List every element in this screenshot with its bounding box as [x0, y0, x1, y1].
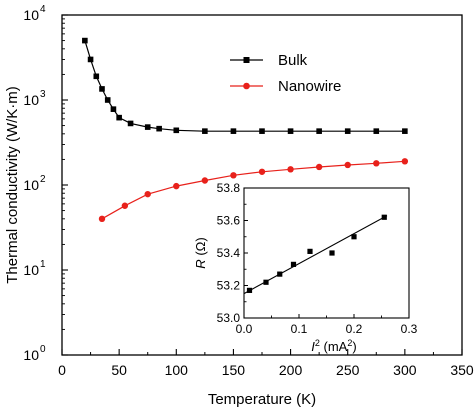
inset-x-axis-title: I2 (mA2)	[311, 338, 356, 354]
data-point-bulk	[93, 73, 100, 80]
x-tick-label: 0	[58, 362, 66, 378]
inset-x-unit-open: (mA	[320, 339, 348, 354]
data-point-nanowire	[401, 158, 409, 165]
inset-data-point	[307, 248, 313, 254]
legend-marker-bulk	[243, 57, 250, 63]
inset-data-point	[381, 214, 387, 220]
inset-chart: 0.0 0.1 0.2 0.353.053.253.453.653.8 I2 (mA2…	[193, 181, 418, 354]
x-tick-label: 300	[393, 362, 417, 378]
y-tick-label: 10	[23, 177, 39, 193]
data-point-bulk	[287, 128, 294, 134]
y-tick-label: 10	[23, 262, 39, 278]
data-point-bulk	[127, 120, 134, 127]
inset-data-layer	[243, 214, 388, 295]
inset-y-tick-label: 53.4	[217, 246, 241, 260]
x-tick-label: 50	[111, 362, 127, 378]
inset-y-axis-title: R (Ω)	[193, 237, 208, 268]
x-tick-label: 350	[450, 362, 474, 378]
data-point-bulk	[87, 56, 94, 63]
inset-y-unit: (Ω)	[193, 237, 208, 259]
data-point-bulk	[82, 37, 88, 44]
data-point-nanowire	[258, 168, 266, 175]
data-point-bulk	[173, 127, 180, 134]
y-tick-label: 10	[23, 92, 39, 108]
main-axis-ticks	[61, 14, 463, 356]
inset-x-var: I	[311, 339, 315, 354]
data-point-nanowire	[315, 163, 323, 171]
y-tick-exponent: 0	[40, 344, 46, 355]
legend-label-nanowire: Nanowire	[278, 78, 341, 95]
data-point-nanowire	[98, 215, 106, 223]
data-point-bulk	[373, 128, 380, 134]
series-line-nanowire	[101, 160, 405, 220]
data-point-bulk	[110, 106, 117, 112]
data-point-bulk	[99, 86, 105, 92]
x-tick-label: 250	[336, 362, 360, 378]
y-tick-label: 10	[23, 7, 39, 23]
data-point-nanowire	[144, 190, 151, 198]
inset-y-var: R	[193, 259, 208, 268]
data-point-bulk	[316, 128, 322, 134]
data-point-nanowire	[230, 172, 237, 179]
legend-marker-nanowire	[243, 82, 250, 90]
data-point-nanowire	[201, 177, 209, 184]
inset-data-point	[329, 250, 335, 256]
inset-data-point	[246, 287, 253, 293]
inset-x-unit-close: )	[352, 339, 356, 354]
inset-x-tick-label: 0.2	[346, 322, 363, 336]
inset-x-tick-label: 0.3	[401, 322, 418, 336]
inset-tick-labels: 0.0 0.1 0.2 0.3 53.0 53.2 53.4 53.6 53.8	[217, 181, 418, 336]
data-point-nanowire	[173, 182, 180, 190]
x-axis-title: Temperature (K)	[208, 391, 316, 408]
data-point-nanowire	[121, 202, 129, 209]
y-tick-exponent: 4	[40, 4, 46, 15]
inset-plot-frame	[243, 187, 410, 319]
y-axis-title: Thermal conductivity (W/K·m)	[4, 86, 21, 284]
inset-x-var-exp: 2	[315, 338, 320, 348]
y-tick-exponent: 1	[40, 259, 46, 270]
legend-label-bulk: Bulk	[278, 52, 308, 69]
y-tick-label: 10	[23, 347, 39, 363]
y-tick-exponent: 3	[40, 89, 46, 100]
legend: Bulk Nanowire	[230, 52, 341, 95]
data-point-bulk	[144, 124, 151, 130]
data-point-bulk	[230, 128, 237, 134]
inset-data-point	[351, 234, 357, 240]
data-point-nanowire	[287, 166, 294, 173]
data-point-bulk	[104, 97, 111, 103]
data-point-nanowire	[344, 161, 351, 169]
inset-y-tick-label: 53.8	[217, 181, 241, 195]
data-point-bulk	[116, 114, 122, 121]
inset-y-tick-label: 53.6	[217, 214, 241, 228]
inset-data-point	[277, 271, 283, 277]
inset-y-tick-label: 53.2	[217, 279, 241, 293]
inset-data-point	[263, 279, 269, 285]
series-layer	[82, 37, 409, 223]
x-tick-label: 100	[165, 362, 189, 378]
y-tick-exponent: 2	[40, 174, 46, 185]
data-point-nanowire	[373, 160, 380, 167]
data-point-bulk	[344, 128, 351, 134]
inset-data-point	[290, 261, 297, 267]
x-tick-label: 200	[279, 362, 303, 378]
data-point-bulk	[156, 125, 162, 132]
data-point-bulk	[259, 128, 265, 134]
data-point-bulk	[402, 128, 408, 134]
inset-axis-ticks	[243, 187, 410, 319]
inset-y-tick-label: 53.0	[217, 311, 241, 325]
data-point-bulk	[202, 128, 208, 134]
inset-x-tick-label: 0.0	[236, 322, 253, 336]
inset-x-tick-label: 0.1	[291, 322, 308, 336]
x-tick-label: 150	[222, 362, 246, 378]
inset-x-unit-exp: 2	[347, 338, 352, 348]
